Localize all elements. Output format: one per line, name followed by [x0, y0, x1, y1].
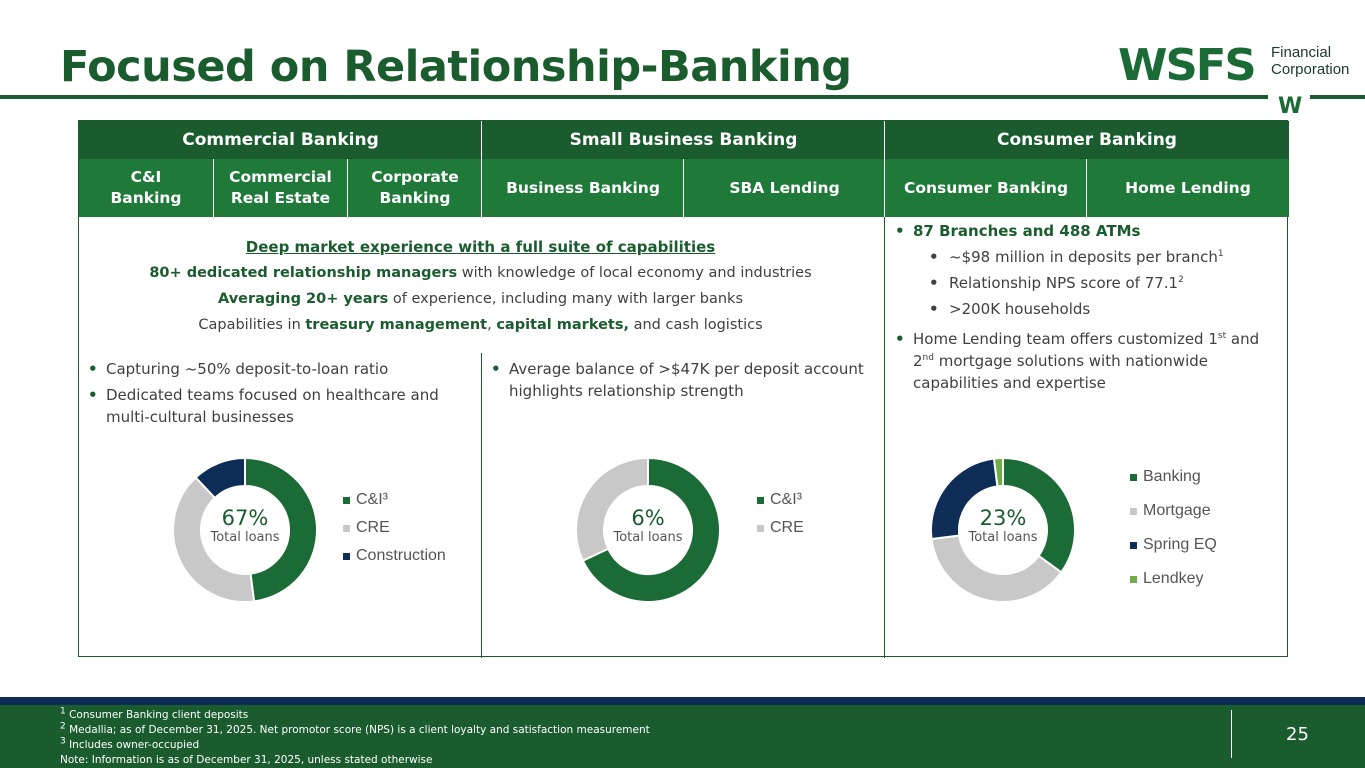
footer-divider [1231, 710, 1232, 758]
subheader-business-banking: Business Banking [482, 159, 684, 217]
legend-item: Construction [343, 542, 446, 570]
divider [884, 217, 885, 658]
small-business-legend: C&I³ CRE [757, 486, 804, 542]
donut-slice-banking [1002, 457, 1076, 574]
commercial-legend: C&I³ CRE Construction [343, 486, 446, 570]
legend-item: CRE [757, 514, 804, 542]
consumer-loans-donut [930, 457, 1076, 603]
legend-item: C&I³ [343, 486, 446, 514]
donut-slice-mortgage [930, 534, 1063, 603]
capabilities-heading: Deep market experience with a full suite… [245, 238, 716, 256]
wsfs-logo: WSFS Financial Corporation W [1118, 40, 1353, 119]
list-item: ~$98 million in deposits per branch1 [893, 246, 1278, 268]
commercial-loans-donut [172, 457, 318, 603]
footer-band [0, 697, 1365, 705]
subheader-ci-banking: C&I Banking [79, 159, 213, 217]
donut-center-label: 67% Total loans [210, 506, 280, 545]
list-item: Average balance of >$47K per deposit acc… [489, 358, 874, 402]
consumer-legend: Banking Mortgage Spring EQ Lendkey [1130, 460, 1217, 596]
title-rule [0, 95, 1268, 99]
title-rule-right [1310, 95, 1365, 99]
banking-segments-table: Commercial Banking Small Business Bankin… [78, 120, 1289, 658]
legend-item: C&I³ [757, 486, 804, 514]
legend-item: Mortgage [1130, 494, 1217, 528]
subheader-home-lending: Home Lending [1087, 159, 1289, 217]
donut-slice-cre [575, 457, 649, 562]
donut-slice-c-i- [244, 457, 318, 603]
legend-item: CRE [343, 514, 446, 542]
list-item: >200K households [893, 298, 1278, 320]
header-commercial-banking: Commercial Banking [79, 121, 482, 159]
logo-text: Financial Corporation [1271, 44, 1350, 78]
list-item: Capturing ~50% deposit-to-loan ratio [86, 358, 466, 380]
header-consumer-banking: Consumer Banking [885, 121, 1289, 159]
logo-brand: WSFS [1118, 40, 1257, 91]
commercial-bullets: Capturing ~50% deposit-to-loan ratio Ded… [86, 358, 466, 432]
donut-slice-c-i- [581, 457, 721, 603]
divider [481, 353, 482, 658]
list-item: Dedicated teams focused on healthcare an… [86, 384, 466, 428]
footer [0, 705, 1365, 768]
subheader-consumer-banking: Consumer Banking [885, 159, 1087, 217]
capabilities-summary: Deep market experience with a full suite… [78, 234, 883, 338]
donut-center-label: 6% Total loans [613, 506, 683, 545]
header-small-business-banking: Small Business Banking [482, 121, 885, 159]
legend-item: Banking [1130, 460, 1217, 494]
subheader-commercial-real-estate: Commercial Real Estate [213, 159, 348, 217]
footnotes: 1 Consumer Banking client deposits 2 Med… [60, 706, 650, 766]
list-item: Home Lending team offers customized 1st … [893, 328, 1278, 394]
donut-center-label: 23% Total loans [968, 506, 1038, 545]
legend-item: Lendkey [1130, 562, 1217, 596]
small-business-bullets: Average balance of >$47K per deposit acc… [489, 358, 874, 406]
consumer-bullets: 87 Branches and 488 ATMs ~$98 million in… [893, 220, 1278, 398]
list-item: Relationship NPS score of 77.12 [893, 272, 1278, 294]
subheader-corporate-banking: Corporate Banking [348, 159, 482, 217]
page-number: 25 [1286, 724, 1309, 745]
small-business-loans-donut [575, 457, 721, 603]
donut-slice-cre [172, 476, 256, 603]
legend-item: Spring EQ [1130, 528, 1217, 562]
donut-slice-lendkey [992, 457, 1004, 488]
logo-mark: W [1278, 94, 1303, 119]
page-title: Focused on Relationship-Banking [60, 42, 852, 92]
subheader-sba-lending: SBA Lending [684, 159, 885, 217]
list-item: 87 Branches and 488 ATMs [893, 220, 1278, 242]
donut-slice-construction [194, 457, 246, 500]
